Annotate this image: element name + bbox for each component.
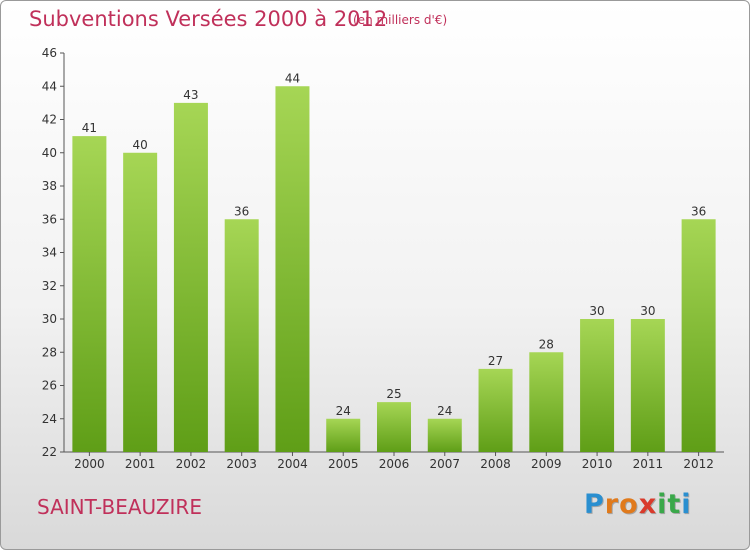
bar-2006 (377, 402, 411, 452)
y-tick-label: 46 (42, 46, 57, 60)
y-tick-label: 36 (42, 212, 57, 226)
chart-bars: 41 40 43 36 44 24 25 24 27 28 30 30 36 (72, 71, 716, 452)
logo-letter: i (681, 489, 692, 520)
logo-letter: x (638, 489, 658, 520)
y-tick-label: 38 (42, 179, 57, 193)
x-tick-label: 2009 (531, 457, 562, 471)
bar-value-label: 24 (336, 404, 351, 418)
x-tick-label: 2002 (176, 457, 207, 471)
bar-value-label: 24 (437, 404, 452, 418)
bar-value-label: 25 (386, 387, 401, 401)
x-tick-label: 2006 (379, 457, 410, 471)
bar-value-label: 27 (488, 354, 503, 368)
chart-title: Subventions Versées 2000 à 2012 (29, 7, 388, 31)
bar-2000 (72, 136, 107, 452)
x-tick-label: 2001 (125, 457, 156, 471)
y-tick-label: 28 (42, 345, 57, 359)
bar-2007 (427, 418, 462, 452)
y-tick-label: 44 (42, 79, 57, 93)
y-tick-label: 40 (42, 146, 57, 160)
bar-value-label: 36 (234, 204, 249, 218)
bar-value-label: 28 (539, 337, 554, 351)
bar-2012 (681, 219, 716, 452)
logo-letter: t (667, 489, 682, 520)
bar-value-label: 30 (640, 304, 655, 318)
x-tick-label: 2007 (429, 457, 460, 471)
logo-letter: P (584, 489, 605, 520)
logo-letter: r (604, 489, 620, 520)
y-tick-label: 26 (42, 379, 57, 393)
y-tick-label: 34 (42, 246, 57, 260)
bar-2002 (173, 102, 208, 452)
bar-2010 (580, 319, 615, 452)
commune-name: SAINT-BEAUZIRE (37, 495, 202, 519)
x-tick-label: 2004 (277, 457, 308, 471)
bar-2011 (630, 319, 665, 452)
y-tick-label: 32 (42, 279, 57, 293)
x-tick-label: 2010 (582, 457, 613, 471)
bar-value-label: 40 (133, 138, 148, 152)
y-tick-label: 22 (42, 445, 57, 459)
proxiti-logo: Proxiti (584, 489, 692, 520)
bar-2003 (224, 219, 259, 452)
logo-letter: i (657, 489, 668, 520)
bar-value-label: 44 (285, 71, 300, 85)
x-tick-label: 2011 (633, 457, 664, 471)
bar-2009 (529, 352, 564, 452)
bar-value-label: 41 (82, 121, 97, 135)
x-tick-label: 2003 (226, 457, 257, 471)
x-tick-label: 2008 (480, 457, 511, 471)
bar-2001 (123, 152, 158, 452)
bar-value-label: 43 (183, 88, 198, 102)
bar-2008 (478, 368, 513, 452)
chart-subtitle: (en milliers d'€) (353, 13, 448, 27)
chart-axes: 22 24 26 28 30 32 34 36 38 40 42 44 46 2000 2001 2002 20… (42, 46, 724, 471)
bar-2004 (275, 86, 310, 452)
bar-value-label: 30 (589, 304, 604, 318)
y-tick-label: 24 (42, 412, 57, 426)
bar-2005 (326, 418, 361, 452)
y-tick-label: 42 (42, 113, 57, 127)
x-tick-label: 2005 (328, 457, 359, 471)
x-tick-label: 2000 (74, 457, 105, 471)
y-tick-label: 30 (42, 312, 57, 326)
x-tick-label: 2012 (683, 457, 714, 471)
logo-letter: o (619, 489, 639, 520)
bar-value-label: 36 (691, 204, 706, 218)
